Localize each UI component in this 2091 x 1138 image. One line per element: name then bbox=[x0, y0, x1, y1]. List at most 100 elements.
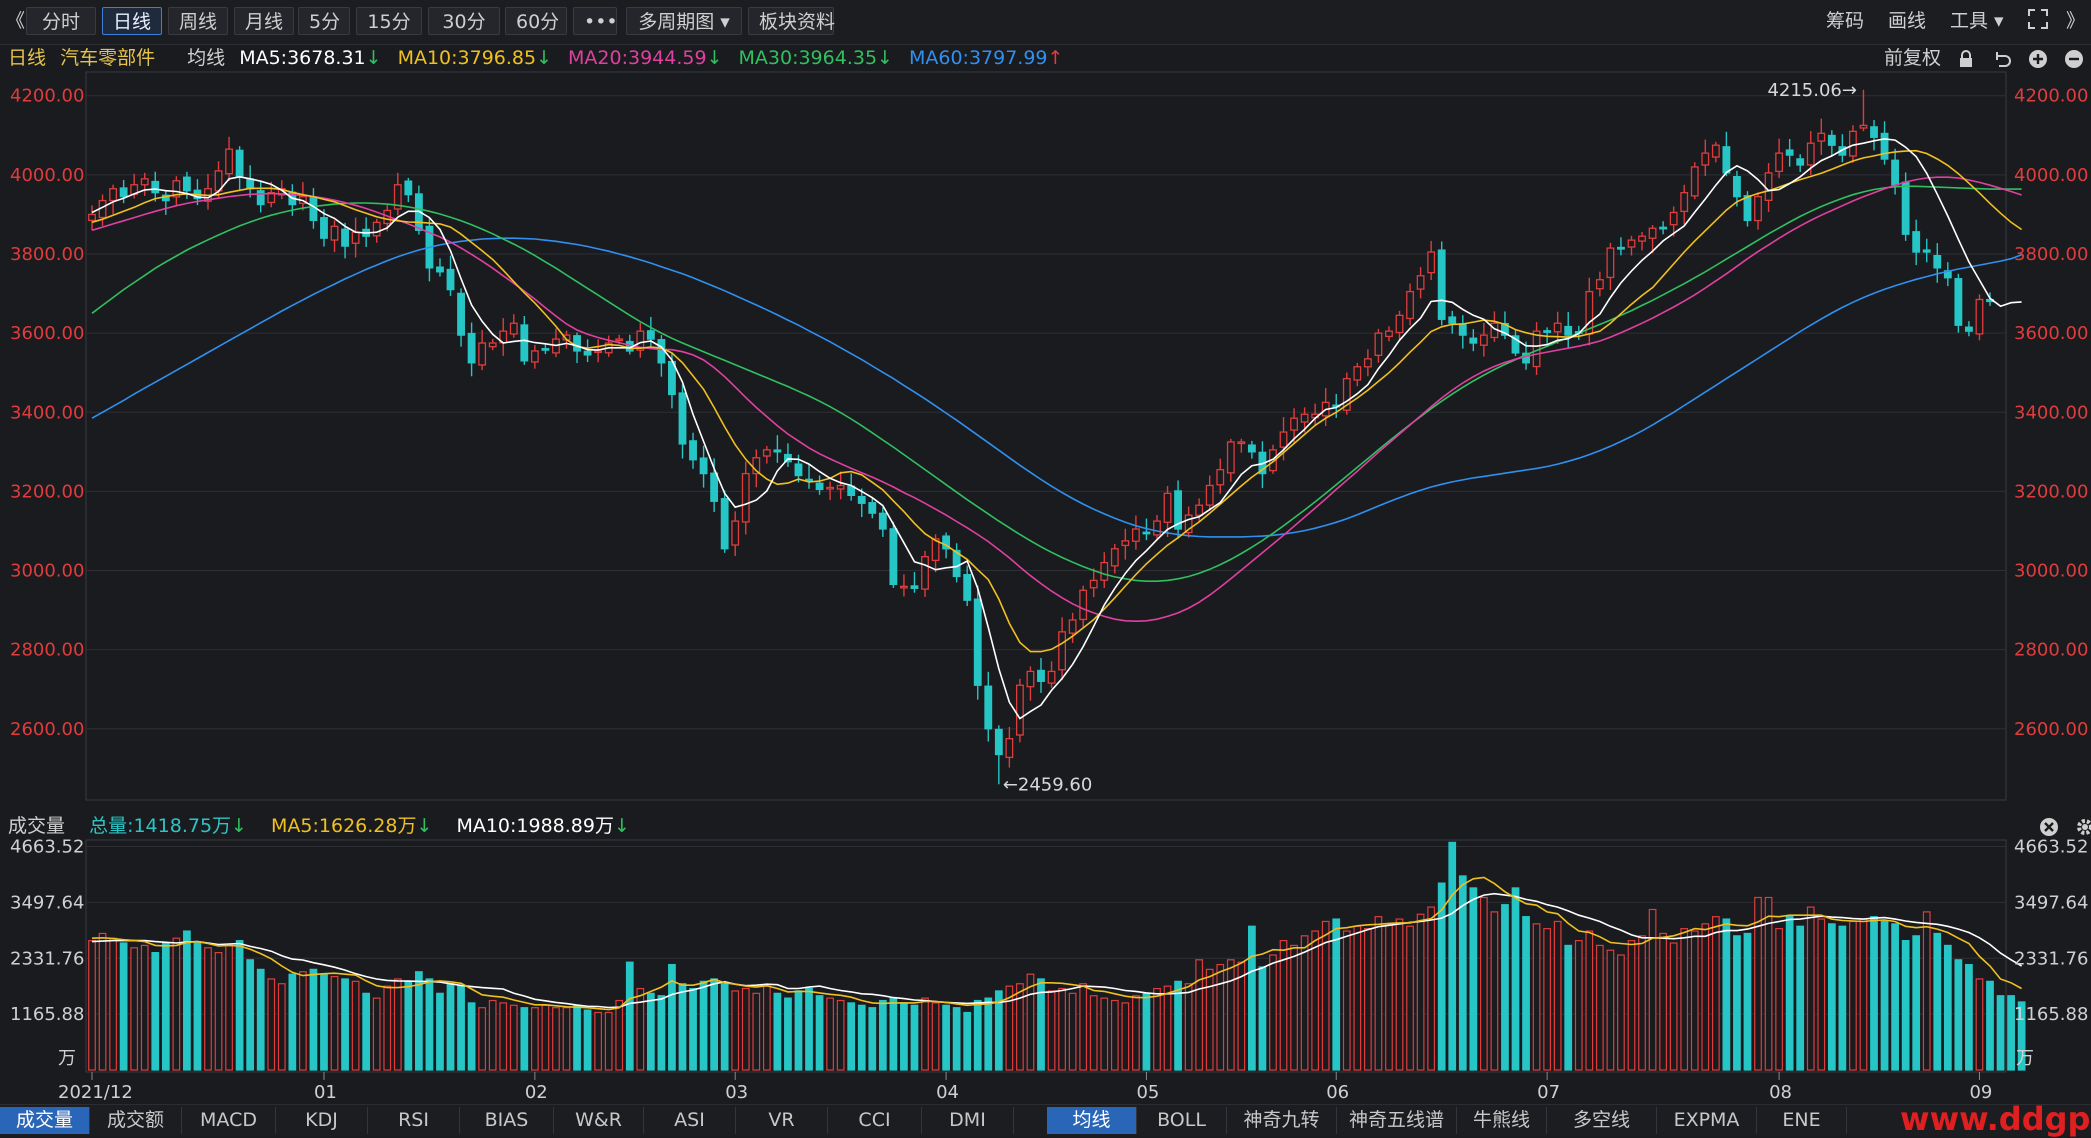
candle-body[interactable] bbox=[478, 342, 487, 366]
candle-body[interactable] bbox=[1680, 192, 1689, 213]
candle-body[interactable] bbox=[235, 149, 244, 178]
zoom-out-icon[interactable] bbox=[2063, 42, 2085, 74]
volume-bar[interactable] bbox=[1174, 980, 1182, 1071]
candle-body[interactable] bbox=[530, 350, 539, 363]
volume-bar[interactable] bbox=[109, 937, 117, 1071]
undo-icon[interactable] bbox=[1991, 42, 2013, 74]
volume-bar[interactable] bbox=[931, 1002, 940, 1071]
lock-icon[interactable] bbox=[1955, 42, 1977, 74]
tab-left-8[interactable]: VR bbox=[736, 1107, 828, 1134]
period-button-0[interactable]: 分时 bbox=[26, 7, 96, 35]
candle-body[interactable] bbox=[1205, 484, 1214, 506]
zoom-in-icon[interactable] bbox=[2027, 42, 2049, 74]
candle-body[interactable] bbox=[1237, 441, 1246, 445]
volume-bar[interactable] bbox=[1595, 944, 1604, 1071]
volume-bar[interactable] bbox=[1089, 995, 1098, 1071]
candle-body[interactable] bbox=[351, 231, 360, 244]
candle-body[interactable] bbox=[720, 498, 729, 550]
candle-body[interactable] bbox=[689, 440, 697, 461]
candle-body[interactable] bbox=[594, 350, 603, 354]
period-button-5[interactable]: 15分 bbox=[356, 7, 422, 35]
volume-bar[interactable] bbox=[478, 1007, 487, 1071]
candle-body[interactable] bbox=[657, 339, 666, 364]
volume-bar[interactable] bbox=[752, 992, 761, 1071]
candle-body[interactable] bbox=[1437, 249, 1446, 320]
volume-bar[interactable] bbox=[1374, 916, 1383, 1071]
volume-bar[interactable] bbox=[1406, 925, 1414, 1071]
volume-bar[interactable] bbox=[2017, 1001, 2026, 1071]
candle-body[interactable] bbox=[678, 392, 687, 445]
tab-right-5[interactable]: 多空线 bbox=[1547, 1107, 1657, 1134]
volume-bar[interactable] bbox=[1764, 896, 1773, 1071]
candle-body[interactable] bbox=[1300, 413, 1309, 423]
volume-bar[interactable] bbox=[1796, 925, 1805, 1071]
candle-body[interactable] bbox=[994, 728, 1003, 756]
volume-bar[interactable] bbox=[1311, 930, 1320, 1071]
candle-body[interactable] bbox=[1448, 316, 1457, 324]
volume-bar[interactable] bbox=[193, 942, 202, 1071]
tab-left-3[interactable]: KDJ bbox=[276, 1107, 368, 1134]
volume-bar[interactable] bbox=[1395, 918, 1404, 1071]
volume-bar[interactable] bbox=[1965, 963, 1973, 1071]
volume-bar[interactable] bbox=[1016, 983, 1024, 1071]
tab-right-7[interactable]: ENE bbox=[1757, 1107, 1847, 1134]
candle-body[interactable] bbox=[1870, 126, 1878, 138]
volume-bar[interactable] bbox=[784, 997, 792, 1071]
volume-bar[interactable] bbox=[1121, 1002, 1130, 1071]
volume-bar[interactable] bbox=[657, 995, 666, 1071]
period-button-9[interactable]: 多周期图 ▾ bbox=[626, 7, 742, 35]
candle-body[interactable] bbox=[1669, 211, 1678, 226]
volume-bar[interactable] bbox=[1806, 906, 1815, 1071]
tab-right-3[interactable]: 神奇五线谱 bbox=[1337, 1107, 1457, 1134]
candle-body[interactable] bbox=[710, 472, 719, 502]
volume-bar[interactable] bbox=[267, 978, 276, 1071]
volume-bar[interactable] bbox=[1954, 959, 1963, 1071]
candle-body[interactable] bbox=[1543, 330, 1552, 333]
volume-bar[interactable] bbox=[1785, 916, 1794, 1071]
volume-bar[interactable] bbox=[277, 983, 286, 1071]
candle-body[interactable] bbox=[182, 176, 191, 192]
candle-body[interactable] bbox=[921, 556, 929, 590]
volume-bar[interactable] bbox=[235, 940, 244, 1071]
volume-bar[interactable] bbox=[720, 983, 729, 1071]
candle-body[interactable] bbox=[1701, 152, 1710, 166]
volume-bar[interactable] bbox=[1701, 923, 1710, 1071]
period-button-4[interactable]: 5分 bbox=[298, 7, 350, 35]
volume-bar[interactable] bbox=[1353, 925, 1362, 1071]
candle-body[interactable] bbox=[225, 148, 233, 175]
candle-body[interactable] bbox=[826, 486, 835, 490]
candle-body[interactable] bbox=[436, 266, 444, 273]
volume-gear-icon[interactable] bbox=[2074, 810, 2091, 842]
volume-bar[interactable] bbox=[457, 985, 465, 1071]
volume-bar[interactable] bbox=[762, 985, 771, 1071]
candle-body[interactable] bbox=[794, 463, 803, 477]
volume-bar[interactable] bbox=[1754, 896, 1762, 1071]
candle-body[interactable] bbox=[1806, 142, 1815, 166]
tab-left-4[interactable]: RSI bbox=[368, 1107, 460, 1134]
collapse-right-button[interactable]: 》 bbox=[2066, 10, 2086, 32]
volume-bar[interactable] bbox=[847, 1002, 856, 1071]
volume-bar[interactable] bbox=[1195, 959, 1204, 1071]
adjust-mode-label[interactable]: 前复权 bbox=[1884, 47, 1942, 69]
candle-body[interactable] bbox=[1912, 231, 1921, 253]
candle-body[interactable] bbox=[984, 685, 993, 730]
candle-body[interactable] bbox=[973, 598, 982, 686]
candle-body[interactable] bbox=[583, 350, 592, 356]
volume-bar[interactable] bbox=[668, 963, 676, 1071]
volume-bar[interactable] bbox=[1037, 978, 1045, 1071]
candle-body[interactable] bbox=[1216, 468, 1225, 486]
volume-bar[interactable] bbox=[1669, 942, 1678, 1071]
candle-body[interactable] bbox=[1458, 323, 1467, 336]
volume-bar[interactable] bbox=[425, 978, 434, 1071]
volume-bar[interactable] bbox=[1659, 932, 1667, 1071]
period-button-10[interactable]: 板块资料 bbox=[748, 7, 835, 35]
volume-bar[interactable] bbox=[604, 1011, 613, 1071]
volume-bar[interactable] bbox=[1100, 997, 1109, 1071]
volume-bar[interactable] bbox=[1058, 987, 1066, 1071]
candle-body[interactable] bbox=[467, 332, 476, 364]
candle-body[interactable] bbox=[1553, 322, 1562, 333]
candle-body[interactable] bbox=[1026, 670, 1035, 688]
candle-body[interactable] bbox=[488, 342, 497, 348]
volume-bar[interactable] bbox=[1690, 930, 1699, 1071]
candle-body[interactable] bbox=[1764, 172, 1773, 202]
